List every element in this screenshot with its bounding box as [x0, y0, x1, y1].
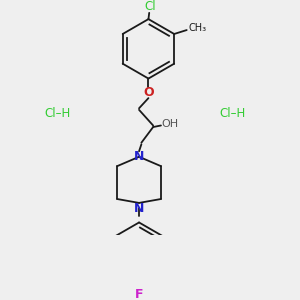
- Text: F: F: [135, 288, 143, 300]
- Text: N: N: [134, 202, 144, 215]
- Text: Cl: Cl: [144, 0, 156, 13]
- Text: O: O: [143, 86, 154, 99]
- Text: OH: OH: [162, 119, 179, 129]
- Text: Cl–H: Cl–H: [219, 107, 245, 120]
- Text: CH₃: CH₃: [189, 23, 207, 34]
- Text: N: N: [134, 150, 144, 163]
- Text: Cl–H: Cl–H: [45, 107, 71, 120]
